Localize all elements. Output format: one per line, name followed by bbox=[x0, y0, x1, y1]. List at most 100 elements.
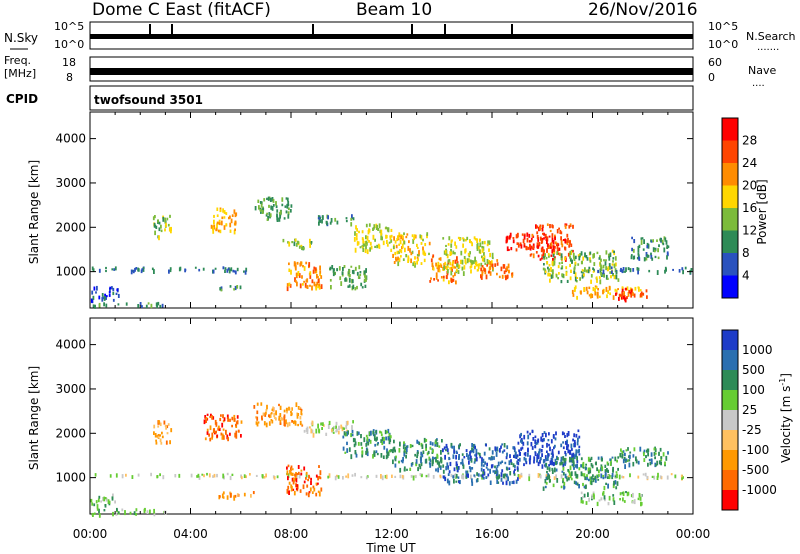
velocity-colorbar-swatch bbox=[722, 490, 738, 510]
vel-cell bbox=[613, 480, 615, 486]
power-cell bbox=[403, 240, 406, 245]
vel-cell bbox=[459, 443, 461, 447]
power-cell bbox=[424, 243, 427, 247]
power-cell bbox=[551, 270, 554, 273]
vel-cell bbox=[574, 442, 576, 448]
vel-cell bbox=[300, 408, 303, 412]
power-cell bbox=[412, 262, 415, 267]
power-cell bbox=[343, 265, 346, 269]
power-cell bbox=[422, 250, 425, 255]
power-cell bbox=[112, 298, 115, 302]
freq-label-1: Freq. bbox=[4, 54, 31, 67]
vel-cell bbox=[632, 454, 635, 458]
vel-cell bbox=[645, 455, 647, 459]
vel-cell bbox=[629, 451, 632, 454]
power-cell bbox=[364, 284, 367, 288]
vel-cell bbox=[286, 466, 288, 470]
power-cell bbox=[454, 241, 456, 246]
vel-cell bbox=[592, 474, 594, 477]
power-cell bbox=[560, 253, 563, 258]
power-cell bbox=[418, 254, 420, 257]
vel-cell bbox=[273, 476, 276, 480]
vel-cell bbox=[255, 421, 258, 425]
vel-cell bbox=[419, 465, 422, 470]
vel-cell bbox=[650, 459, 653, 465]
vel-cell bbox=[647, 452, 649, 457]
vel-cell bbox=[616, 473, 618, 479]
power-cell bbox=[368, 229, 371, 233]
vel-cell bbox=[627, 491, 630, 496]
power-cell bbox=[452, 275, 455, 278]
power-cell bbox=[269, 197, 272, 202]
power-cell bbox=[105, 303, 108, 308]
vel-cell bbox=[582, 461, 585, 466]
vel-cell bbox=[552, 453, 554, 457]
power-cell bbox=[624, 270, 626, 273]
vel-cell bbox=[217, 427, 220, 431]
power-cell bbox=[318, 285, 321, 290]
power-cell bbox=[351, 279, 354, 284]
vel-cell bbox=[536, 455, 539, 459]
vel-cell bbox=[418, 463, 421, 467]
vel-cell bbox=[403, 441, 405, 445]
power-cell bbox=[141, 268, 144, 271]
power-cell bbox=[420, 262, 423, 265]
power-cell bbox=[444, 250, 447, 254]
vel-cell bbox=[374, 437, 376, 441]
vel-cell bbox=[389, 435, 392, 439]
vel-cell bbox=[513, 470, 515, 475]
vel-cell bbox=[158, 420, 160, 424]
vel-cell bbox=[534, 435, 537, 439]
power-cell bbox=[491, 267, 494, 270]
vel-cell bbox=[517, 441, 520, 445]
power-cell bbox=[281, 203, 284, 207]
vel-cell bbox=[334, 475, 337, 481]
power-cell bbox=[512, 239, 515, 244]
vel-cell bbox=[418, 441, 421, 446]
vel-cell bbox=[291, 468, 294, 471]
vel-cell bbox=[472, 448, 475, 454]
power-cell bbox=[178, 267, 181, 272]
vel-cell bbox=[480, 474, 483, 477]
vel-cell bbox=[659, 475, 662, 479]
vel-cell bbox=[357, 442, 360, 446]
vel-cell bbox=[220, 432, 223, 436]
power-cell bbox=[344, 278, 346, 282]
power-cell bbox=[498, 275, 501, 279]
power-cell bbox=[568, 225, 571, 229]
vel-cell bbox=[594, 478, 597, 483]
power-cell bbox=[654, 247, 657, 252]
nsearch-tick-bottom: 10^0 bbox=[708, 38, 738, 51]
vel-cell bbox=[611, 475, 614, 480]
vel-cell bbox=[586, 476, 588, 481]
power-cell bbox=[536, 242, 539, 247]
vel-cell bbox=[562, 477, 565, 481]
power-cell bbox=[234, 285, 237, 291]
power-cell bbox=[436, 264, 439, 268]
vel-cell bbox=[155, 441, 158, 445]
vel-cell bbox=[414, 453, 417, 457]
vel-cell bbox=[618, 474, 621, 480]
vel-cell bbox=[501, 469, 504, 473]
power-cell bbox=[445, 244, 447, 247]
vel-cell bbox=[325, 432, 328, 436]
vel-cell bbox=[135, 512, 137, 516]
vel-cell bbox=[495, 467, 498, 472]
vel-cell bbox=[300, 472, 303, 476]
power-cell bbox=[640, 291, 643, 295]
power-cell bbox=[511, 274, 514, 278]
power-cell bbox=[592, 270, 595, 273]
power-cell bbox=[553, 257, 556, 261]
vel-cell bbox=[290, 467, 292, 472]
vel-cell bbox=[444, 476, 447, 482]
power-cell bbox=[457, 236, 460, 240]
power-cell bbox=[229, 285, 232, 288]
power-cell bbox=[589, 251, 592, 255]
vel-cell bbox=[574, 471, 577, 476]
vel-cell bbox=[366, 436, 369, 442]
power-cell bbox=[585, 255, 588, 259]
power-cell bbox=[508, 248, 510, 251]
power-cell bbox=[478, 245, 480, 250]
power-cell bbox=[592, 287, 595, 292]
